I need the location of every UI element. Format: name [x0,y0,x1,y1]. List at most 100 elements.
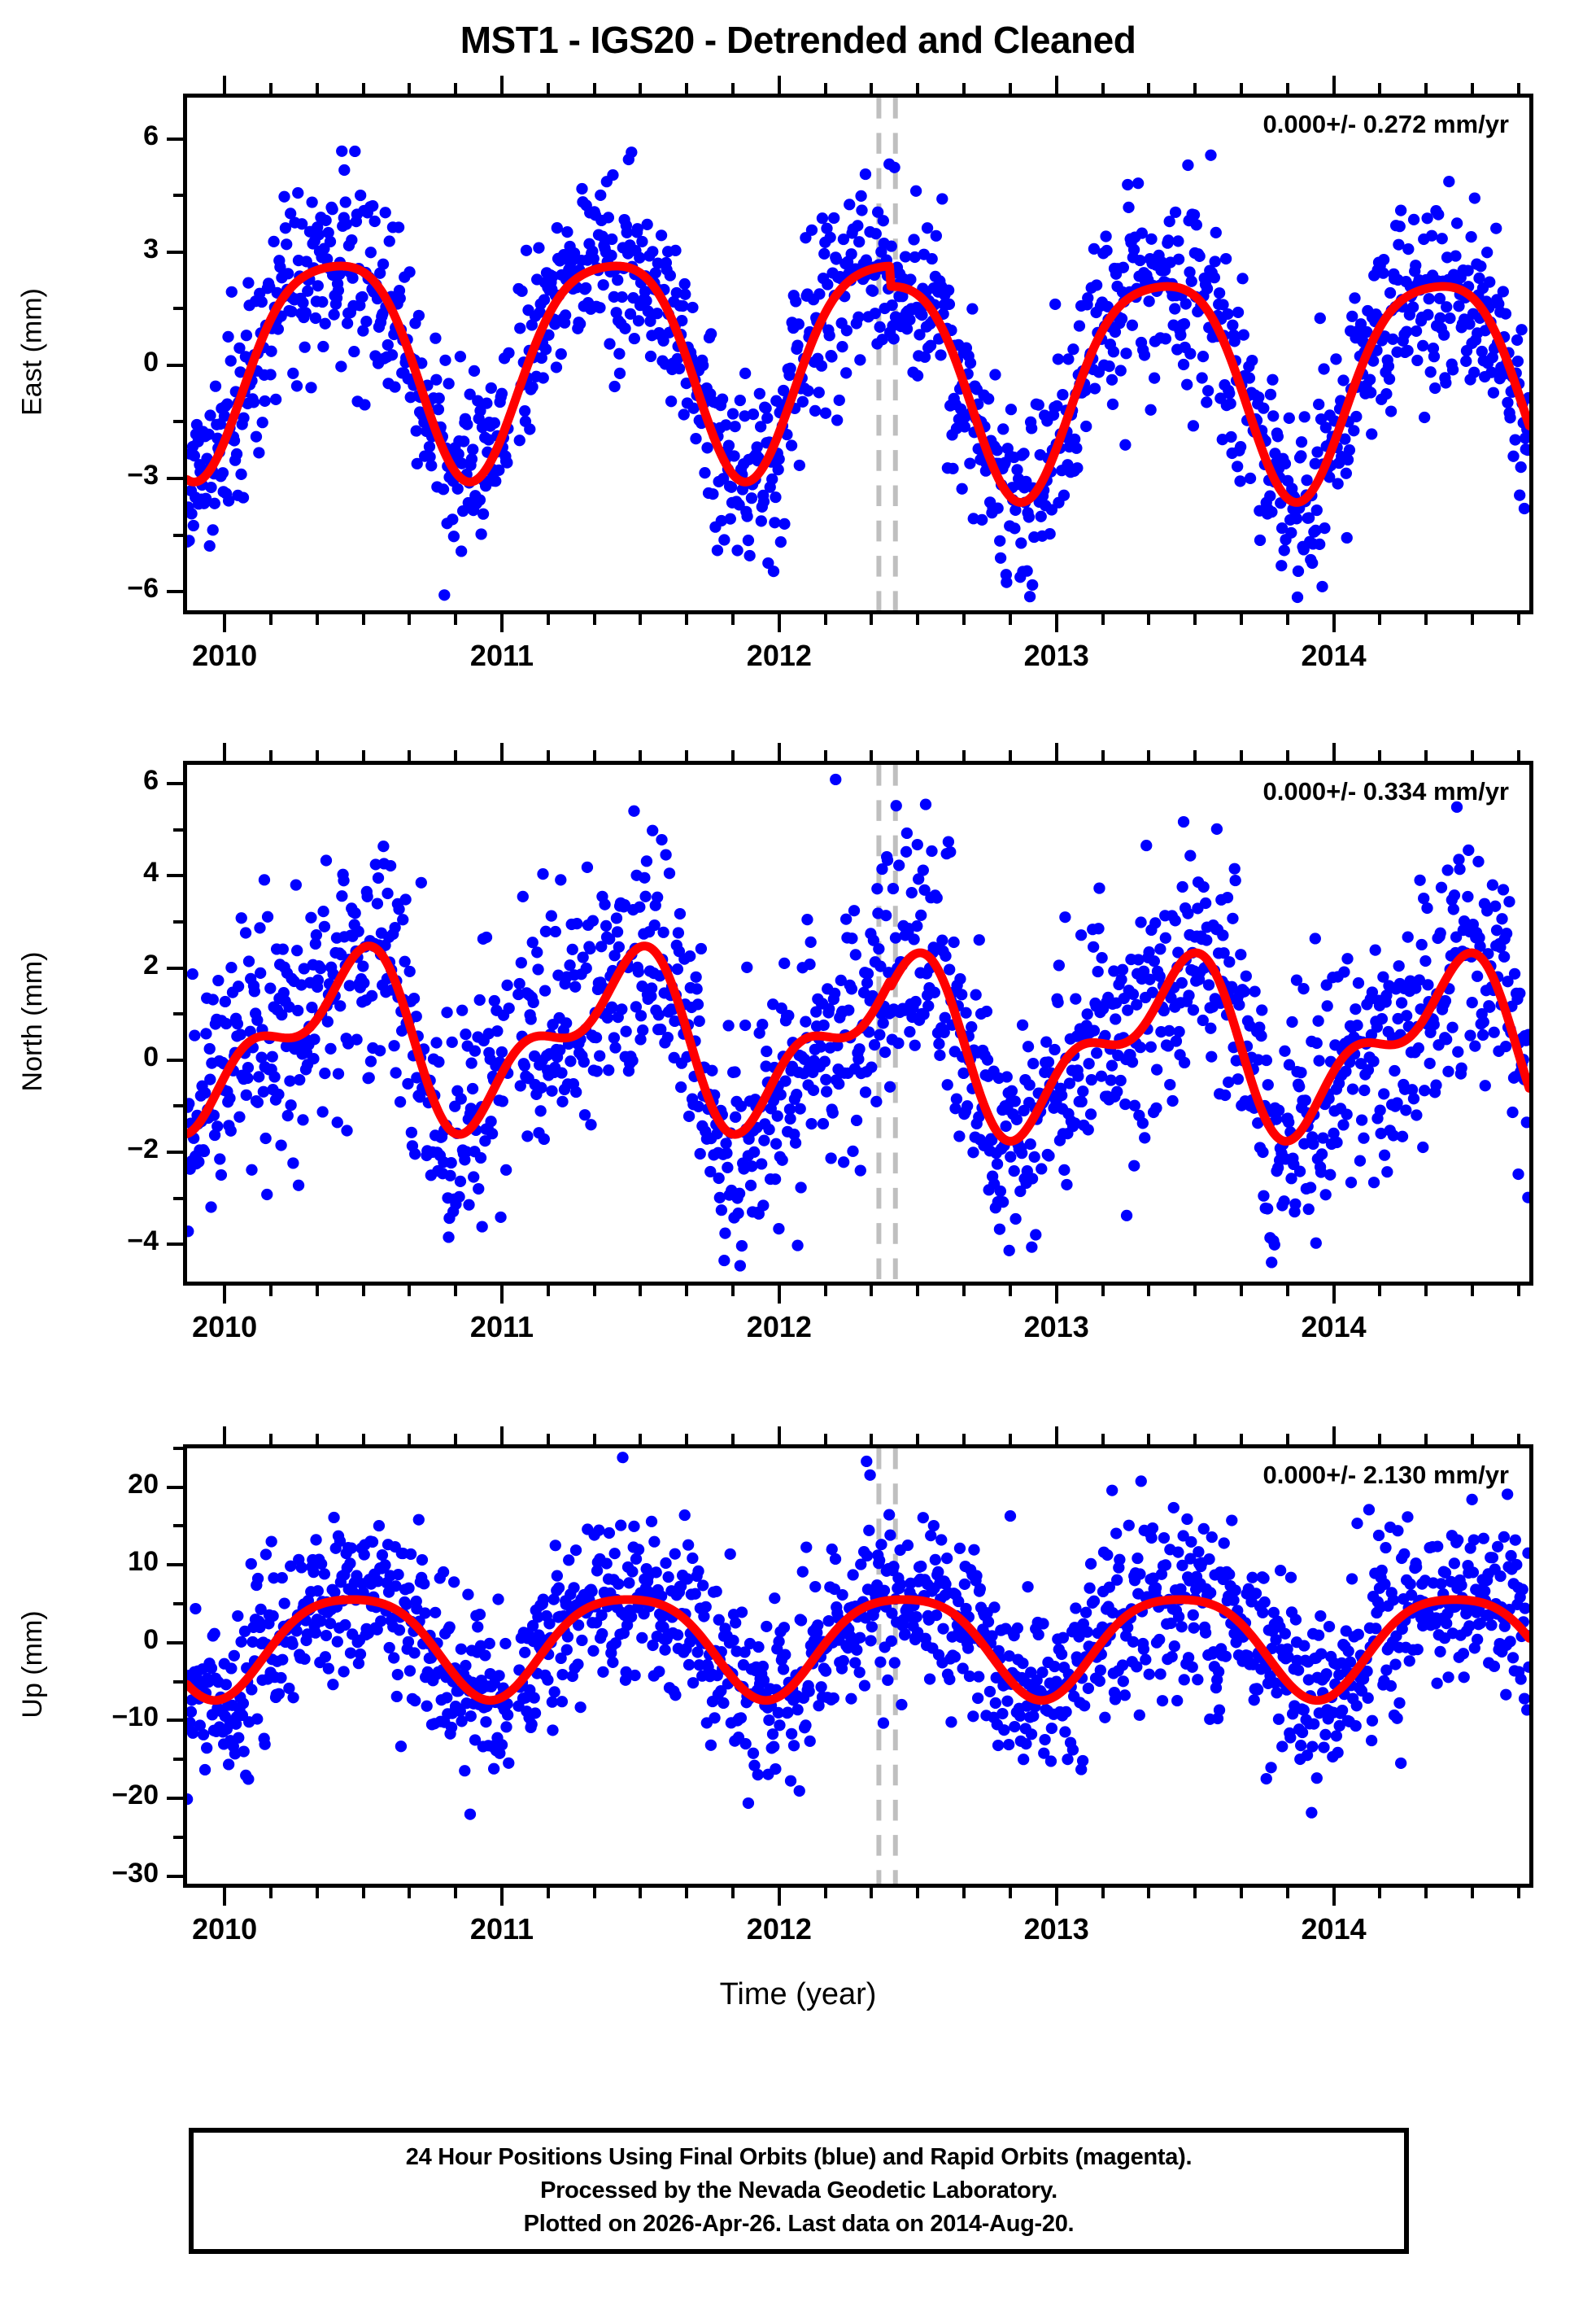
data-point [1073,320,1086,332]
data-point [874,1656,887,1668]
data-point [209,380,222,392]
data-point [561,226,573,238]
data-point [514,322,526,334]
data-point [791,339,804,352]
data-point [1055,1648,1068,1661]
data-point [412,1513,425,1526]
data-point [623,1577,635,1589]
data-point [485,382,497,395]
data-point [837,233,850,246]
data-point [222,1758,235,1771]
data-point [1149,1582,1162,1594]
plot-frame-east [183,94,1533,614]
xtick-mark-top [777,76,781,94]
xtick-mark [1332,1888,1336,1906]
data-point [447,513,459,526]
ytick-mark [167,1640,183,1644]
data-point [309,1627,322,1639]
xtick-minor [592,614,596,625]
data-point [888,161,900,173]
data-point [1223,387,1236,400]
data-point [187,1705,198,1718]
data-point [1319,421,1332,434]
data-point [761,1620,773,1632]
data-point [1126,319,1139,331]
data-point [1383,373,1396,385]
data-point [278,1597,290,1609]
data-point [613,1578,625,1590]
data-point [246,1164,258,1176]
data-point [929,1553,941,1566]
data-point [322,1662,335,1675]
data-point [1435,1578,1447,1590]
data-point [1103,360,1115,373]
data-point [728,450,740,462]
data-point [882,1674,894,1686]
data-point [853,1666,866,1679]
data-point [228,435,241,447]
data-point [1463,318,1476,330]
data-point [261,1188,273,1201]
data-point [1460,355,1472,367]
data-point [916,309,928,321]
data-point [451,483,464,495]
data-point [411,457,423,469]
data-point [455,545,468,557]
ytick-label: −10 [111,1701,159,1733]
data-point [1515,1673,1527,1685]
data-point [1009,1720,1021,1733]
data-point [225,961,238,974]
data-point [1101,300,1114,312]
data-point [1284,1571,1297,1583]
data-point [1084,1582,1096,1594]
data-point [885,240,897,252]
data-point [586,1585,598,1597]
data-point [1458,1671,1470,1684]
data-point [277,943,289,955]
data-point [796,1566,809,1578]
data-point [1484,276,1496,288]
xtick-minor [1101,614,1105,625]
data-point [328,308,340,321]
data-point [409,1695,421,1707]
data-point [1172,1546,1184,1558]
xtick-minor [1285,1888,1289,1898]
xtick-minor [1516,1888,1520,1898]
data-point [1205,149,1217,161]
data-point [647,246,659,258]
data-point [1314,312,1326,325]
ytick-label: −3 [127,460,159,491]
data-point [1320,1668,1332,1680]
data-point [1001,1695,1014,1707]
data-point [233,1111,246,1123]
data-point [976,513,988,526]
data-point [433,392,445,404]
data-point [1222,308,1234,320]
data-point [1341,531,1353,544]
data-point [461,418,473,430]
data-point [790,295,802,308]
data-point [208,497,220,509]
data-point [715,514,727,527]
data-point [755,515,767,527]
plot-canvas-east [187,98,1529,610]
xtick-minor-top [592,83,596,94]
data-point [246,1684,258,1696]
data-point [604,338,616,350]
data-point [225,286,238,298]
data-point [1298,1640,1310,1652]
ytick-label: 0 [143,346,159,378]
data-point [1380,388,1393,400]
data-point [503,1757,515,1769]
data-point [359,399,371,411]
data-point [1094,1664,1106,1676]
data-point [555,348,567,360]
data-point [445,1721,458,1733]
data-point [724,513,736,525]
xtick-minor-top [685,83,689,94]
data-point [1306,1740,1319,1753]
data-point [682,1539,695,1551]
data-point [836,341,848,353]
data-point [1059,1726,1071,1738]
data-point [576,182,588,195]
